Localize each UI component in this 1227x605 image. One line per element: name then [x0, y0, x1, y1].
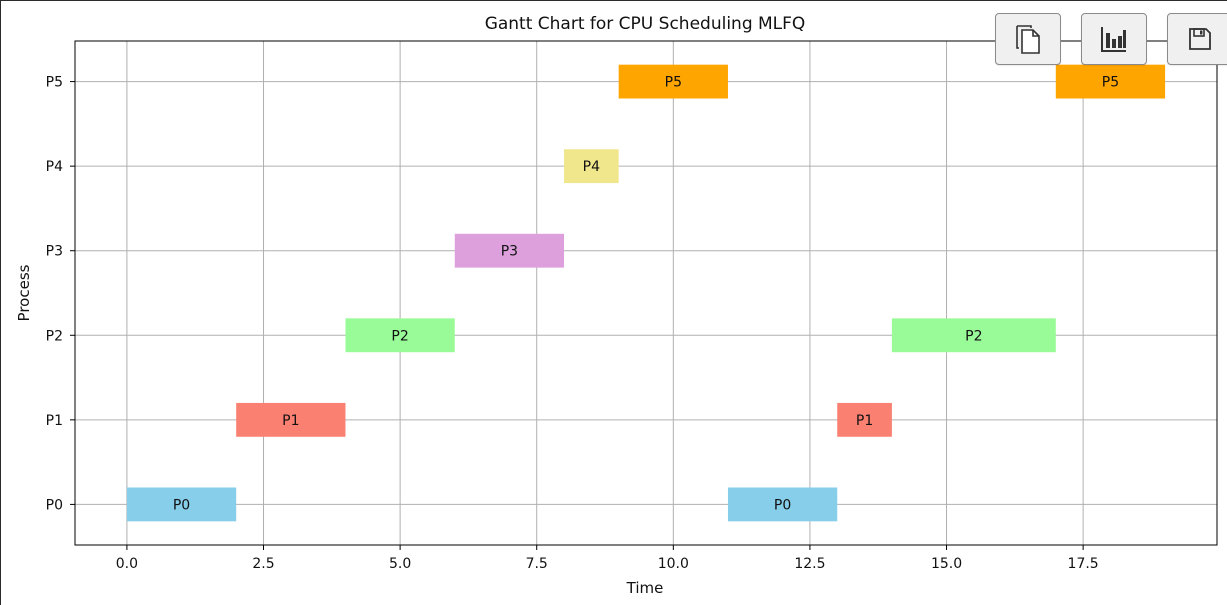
- copy-icon: [1016, 25, 1040, 54]
- gantt-bar-p5: [1055, 64, 1166, 99]
- x-tick-label: 7.5: [526, 556, 548, 572]
- bars: [126, 64, 1166, 522]
- bar-label: P2: [391, 328, 408, 344]
- bar-label: P3: [501, 244, 518, 260]
- gantt-bar-p1: [837, 402, 892, 437]
- bar-label: P0: [774, 497, 791, 513]
- gantt-bar-p0: [126, 487, 237, 522]
- bar-chart-icon: [1101, 27, 1126, 52]
- gantt-bar-p3: [454, 233, 565, 268]
- y-axis-label: Process: [15, 264, 33, 321]
- bar-label: P0: [173, 497, 190, 513]
- bar-label: P1: [282, 413, 299, 429]
- x-axis-ticks: 0.0 2.5 5.0 7.5 10.0 12.5 15.0 17.5: [116, 545, 1099, 572]
- gantt-bar-p1: [236, 402, 346, 437]
- gantt-bar-p0: [727, 487, 838, 522]
- x-tick-label: 10.0: [658, 556, 689, 572]
- bar-label: P4: [583, 159, 600, 175]
- x-tick-label: 17.5: [1068, 556, 1099, 572]
- bar-labels: P0 P1 P2 P3 P4 P5 P0 P1 P2 P5: [173, 75, 1119, 514]
- bar-label: P1: [856, 413, 873, 429]
- bar-label: P2: [965, 328, 982, 344]
- bar-label: P5: [665, 75, 682, 91]
- chart-button[interactable]: [1081, 13, 1147, 65]
- x-tick-label: 5.0: [389, 556, 411, 572]
- copy-button[interactable]: [995, 13, 1061, 65]
- y-tick-label: P4: [46, 159, 63, 175]
- x-axis-label: Time: [626, 579, 664, 597]
- y-tick-label: P0: [46, 497, 63, 513]
- save-icon: [1189, 28, 1211, 50]
- x-tick-label: 2.5: [252, 556, 274, 572]
- gantt-bar-p5: [618, 64, 728, 99]
- bar-label: P5: [1102, 75, 1119, 91]
- y-tick-label: P2: [46, 328, 63, 344]
- x-tick-label: 12.5: [794, 556, 825, 572]
- save-button[interactable]: [1167, 13, 1227, 65]
- y-tick-label: P5: [46, 75, 63, 91]
- gantt-bar-p2: [345, 318, 455, 353]
- y-tick-label: P3: [46, 244, 63, 260]
- gantt-bar-p4: [564, 149, 619, 184]
- gantt-bar-p2: [891, 318, 1056, 353]
- x-tick-label: 15.0: [931, 556, 962, 572]
- y-tick-label: P1: [46, 413, 63, 429]
- x-tick-label: 0.0: [116, 556, 138, 572]
- plot-area: [74, 40, 1218, 546]
- y-axis-ticks: P0 P1 P2 P3 P4 P5: [46, 75, 75, 513]
- chart-title: Gantt Chart for CPU Scheduling MLFQ: [485, 14, 806, 34]
- grid: [75, 41, 1217, 545]
